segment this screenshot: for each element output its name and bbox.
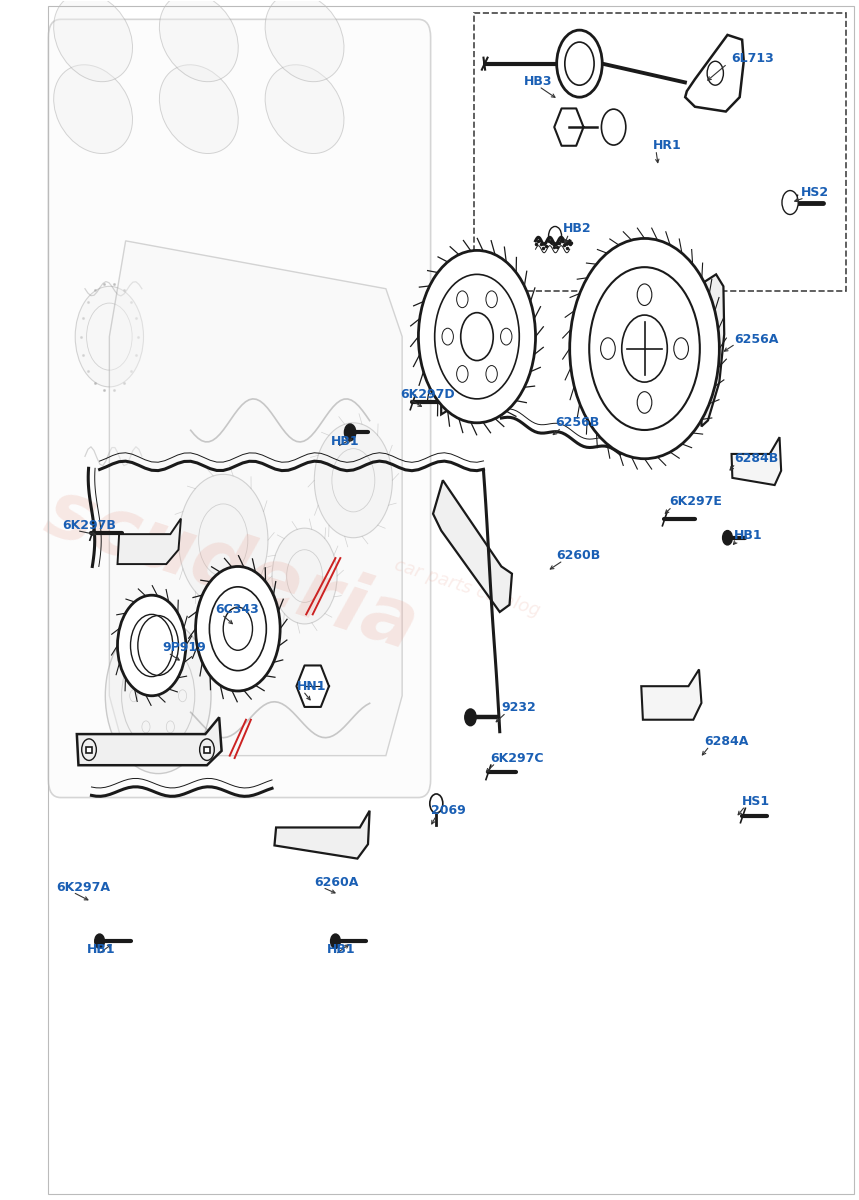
Text: HB1: HB1 xyxy=(331,436,359,449)
Text: HB2: HB2 xyxy=(564,222,592,235)
Circle shape xyxy=(418,251,535,422)
Circle shape xyxy=(94,934,105,948)
Polygon shape xyxy=(554,108,583,145)
Polygon shape xyxy=(433,480,512,612)
Text: 6256A: 6256A xyxy=(734,332,778,346)
Text: 6260A: 6260A xyxy=(314,876,359,889)
Bar xyxy=(473,13,846,292)
Text: HN1: HN1 xyxy=(296,679,326,692)
Circle shape xyxy=(557,30,602,97)
Polygon shape xyxy=(118,518,181,564)
Polygon shape xyxy=(296,666,329,707)
Ellipse shape xyxy=(265,0,344,82)
Text: HB1: HB1 xyxy=(734,529,763,542)
Text: 6260B: 6260B xyxy=(557,550,601,563)
Polygon shape xyxy=(76,718,222,766)
Circle shape xyxy=(76,287,143,386)
Circle shape xyxy=(782,191,798,215)
Polygon shape xyxy=(642,670,702,720)
Ellipse shape xyxy=(265,65,344,154)
Polygon shape xyxy=(442,280,466,414)
Text: 2069: 2069 xyxy=(430,804,466,817)
Text: HS1: HS1 xyxy=(742,794,771,808)
Circle shape xyxy=(331,934,340,948)
Text: HB3: HB3 xyxy=(524,76,552,88)
Text: car parts catalog: car parts catalog xyxy=(392,556,542,620)
FancyBboxPatch shape xyxy=(48,19,430,798)
Text: HR1: HR1 xyxy=(653,138,681,151)
Text: HB1: HB1 xyxy=(87,943,115,956)
Circle shape xyxy=(344,424,356,440)
Text: 6K297D: 6K297D xyxy=(400,388,455,401)
Text: 9232: 9232 xyxy=(502,701,536,714)
Circle shape xyxy=(118,595,186,696)
Polygon shape xyxy=(702,275,724,426)
Circle shape xyxy=(430,794,443,814)
Circle shape xyxy=(570,239,719,458)
Text: 6284A: 6284A xyxy=(704,734,749,748)
Text: 6K297E: 6K297E xyxy=(669,496,722,509)
Circle shape xyxy=(196,566,280,691)
Text: HB1: HB1 xyxy=(327,943,356,956)
Text: 6K297B: 6K297B xyxy=(62,520,116,533)
Text: HS2: HS2 xyxy=(801,186,829,199)
Text: 6284B: 6284B xyxy=(734,452,778,466)
Circle shape xyxy=(314,422,393,538)
Circle shape xyxy=(601,109,626,145)
Text: 6L713: 6L713 xyxy=(732,53,774,65)
Ellipse shape xyxy=(160,0,238,82)
Polygon shape xyxy=(109,241,402,756)
Circle shape xyxy=(272,528,337,624)
Polygon shape xyxy=(685,35,744,112)
Ellipse shape xyxy=(53,65,132,154)
Circle shape xyxy=(465,709,476,726)
Circle shape xyxy=(549,227,562,246)
Polygon shape xyxy=(732,437,781,485)
Ellipse shape xyxy=(160,65,238,154)
Ellipse shape xyxy=(53,0,132,82)
Circle shape xyxy=(722,530,733,545)
Text: 6C343: 6C343 xyxy=(215,604,259,616)
Polygon shape xyxy=(275,811,369,859)
Circle shape xyxy=(179,474,268,606)
Circle shape xyxy=(106,618,211,774)
Text: 6K297C: 6K297C xyxy=(490,751,544,764)
Text: 6256B: 6256B xyxy=(555,416,600,430)
Text: scuderia: scuderia xyxy=(35,473,428,667)
Text: 6K297A: 6K297A xyxy=(57,881,111,894)
Text: 9P919: 9P919 xyxy=(162,641,206,654)
